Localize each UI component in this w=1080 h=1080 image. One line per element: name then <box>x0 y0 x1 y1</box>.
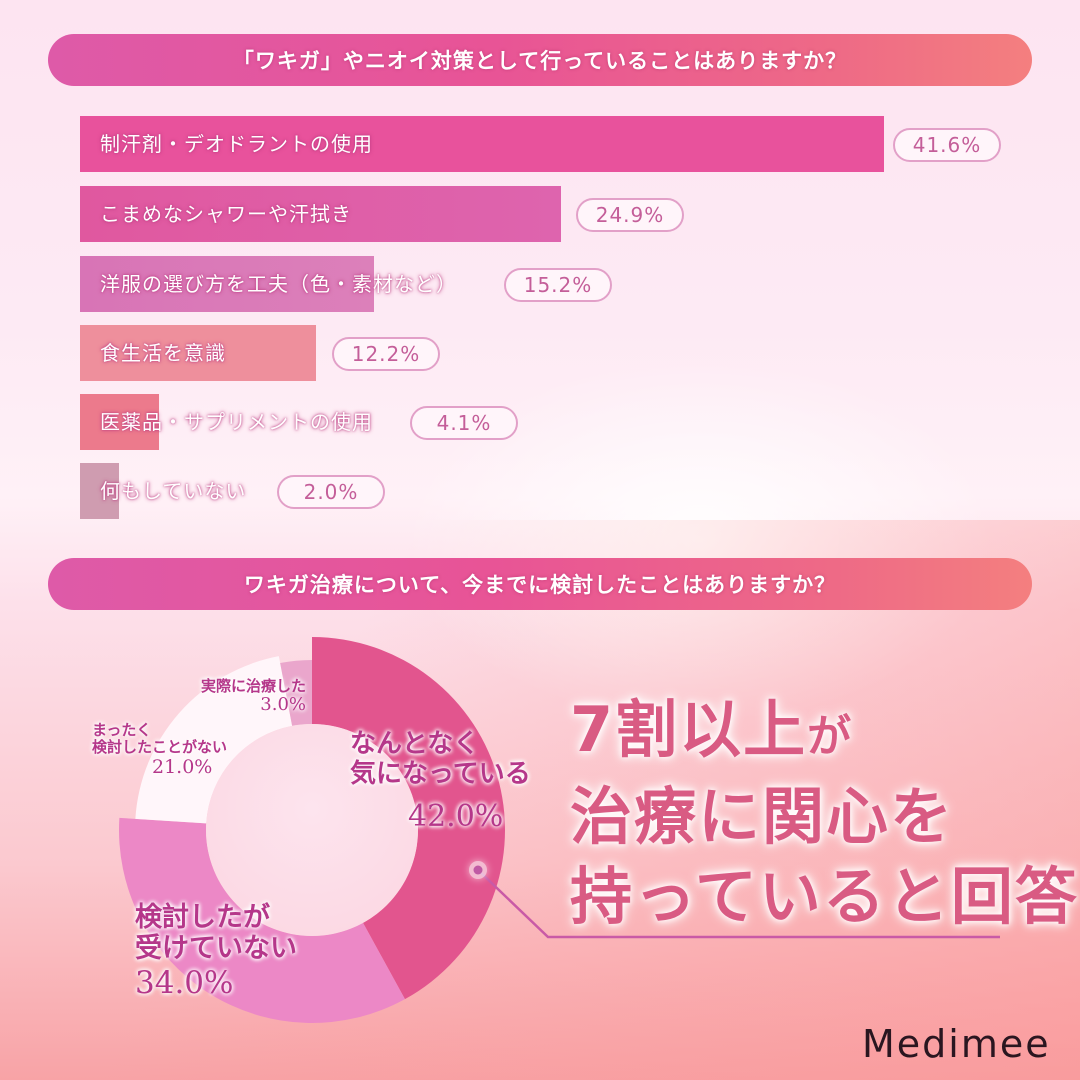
headline-line1: 7割以上が <box>570 690 1079 777</box>
bar <box>80 256 374 312</box>
value-pill: 24.9% <box>576 198 684 232</box>
headline-line2: 治療に関心を <box>570 780 955 853</box>
bar <box>80 325 316 381</box>
slice-value: 34.0% <box>135 965 234 1002</box>
bar-label: 制汗剤・デオドラントの使用 <box>100 132 373 156</box>
brand-logo: Medimee <box>862 1022 1051 1066</box>
label-line: 気になっている <box>350 758 531 789</box>
question1-title: 「ワキガ」やニオイ対策として行っていることはありますか？ <box>232 48 848 73</box>
value-pill: 4.1% <box>410 406 518 440</box>
bar-label: 食生活を意識 <box>100 341 226 365</box>
bar <box>80 116 884 172</box>
question2-title: ワキガ治療について、今までに検討したことはありますか？ <box>243 572 837 597</box>
bar-label: 洋服の選び方を工夫（色・素材など） <box>100 272 457 296</box>
value-pill: 2.0% <box>277 475 385 509</box>
slice-label-never-considered: まったく 検討したことがない 21.0% <box>92 721 228 778</box>
label-line: なんとなく <box>350 729 480 759</box>
bar-label: こまめなシャワーや汗拭き <box>100 202 352 226</box>
value-pill: 12.2% <box>332 337 440 371</box>
slice-label-considered-not-received: 検討したが 受けていない 34.0% <box>135 902 297 1002</box>
label-line: 検討したが <box>135 902 270 933</box>
value-pill: 15.2% <box>504 268 612 302</box>
value-pill: 41.6% <box>893 128 1001 162</box>
headline-emphasis: 7割以上 <box>570 693 808 766</box>
question1-header: 「ワキガ」やニオイ対策として行っていることはありますか？ <box>48 34 1032 86</box>
bar-label: 何もしていない <box>100 479 247 503</box>
headline: 7割以上が 治療に関心を 持っていると回答 <box>570 690 1079 937</box>
slice-value: 42.0% <box>408 798 504 834</box>
bar <box>80 394 159 450</box>
question2-header: ワキガ治療について、今までに検討したことはありますか？ <box>48 558 1032 610</box>
callout-dot <box>473 865 483 875</box>
headline-line3: 持っていると回答 <box>570 860 1079 933</box>
bar <box>80 186 561 242</box>
label-line: 検討したことがない <box>92 738 228 757</box>
bar-label: 医薬品・サプリメントの使用 <box>100 410 373 434</box>
slice-label-considering: なんとなく 気になっている 42.0% <box>350 729 531 834</box>
label-line: 実際に治療した <box>200 677 306 695</box>
slice-value: 3.0% <box>260 694 306 716</box>
bar <box>80 463 119 519</box>
callout-dot-glow <box>469 861 487 879</box>
label-line: 受けていない <box>135 933 297 965</box>
headline-particle: が <box>807 711 854 762</box>
label-line: まったく <box>92 721 152 739</box>
slice-label-treated: 実際に治療した 3.0% <box>194 677 306 716</box>
slice-value: 21.0% <box>152 755 213 778</box>
